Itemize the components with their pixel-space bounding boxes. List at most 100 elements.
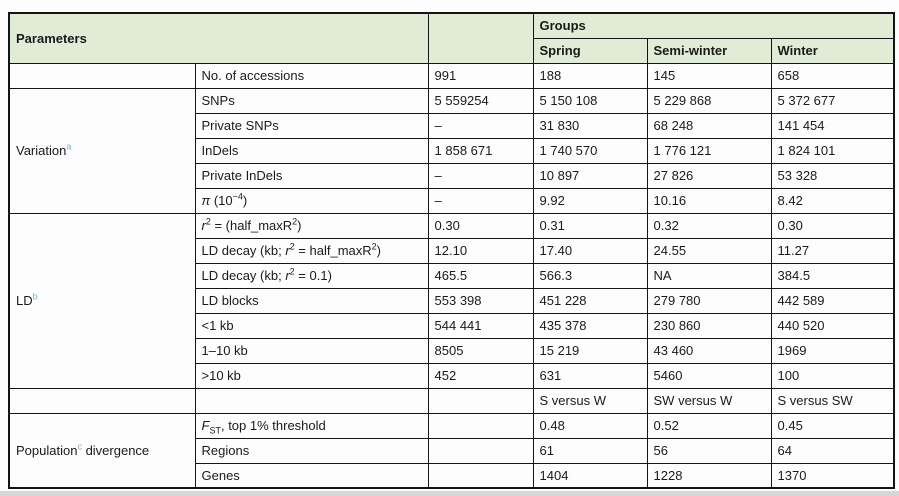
section-cell-empty [8, 62, 196, 89]
value-cell: 145 [646, 62, 772, 89]
value-cell: S versus SW [770, 387, 895, 414]
value-cell [427, 412, 534, 439]
value-cell: 544 441 [427, 312, 534, 339]
param-cell: 1–10 kb [194, 337, 429, 364]
param-cell: SNPs [194, 87, 429, 114]
value-cell: 1969 [770, 337, 895, 364]
value-cell [427, 437, 534, 464]
table-row: LD decay (kb; r2 = half_maxR2) 12.10 17.… [9, 237, 895, 264]
value-cell [427, 462, 534, 489]
value-cell: 0.30 [770, 212, 895, 239]
header-empty-cell [427, 12, 534, 64]
value-cell: 279 780 [646, 287, 772, 314]
table-row: No. of accessions 991 188 145 658 [8, 62, 895, 89]
value-cell: 43 460 [646, 337, 772, 364]
param-cell: Private InDels [194, 162, 429, 189]
column-header-winter: Winter [770, 37, 895, 64]
value-cell: 566.3 [532, 262, 648, 289]
value-cell: 1 776 121 [646, 137, 772, 164]
value-cell: 10 897 [532, 162, 648, 189]
value-cell: 0.30 [427, 212, 534, 239]
value-cell: 5 372 677 [770, 87, 895, 114]
param-cell: InDels [194, 137, 429, 164]
value-cell: 442 589 [770, 287, 895, 314]
column-header-semi-winter: Semi-winter [646, 37, 772, 64]
table-row: S versus W SW versus W S versus SW [8, 387, 895, 414]
value-cell: 8.42 [770, 187, 895, 214]
param-cell: FST, top 1% threshold [194, 412, 429, 439]
table-row: <1 kb 544 441 435 378 230 860 440 520 [9, 312, 895, 339]
value-cell: 553 398 [427, 287, 534, 314]
param-cell [194, 387, 429, 414]
value-cell: 440 520 [770, 312, 895, 339]
value-cell: 31 830 [532, 112, 648, 139]
value-cell: 435 378 [532, 312, 648, 339]
value-cell: 188 [532, 62, 648, 89]
value-cell: 465.5 [427, 262, 534, 289]
param-cell: <1 kb [194, 312, 429, 339]
value-cell: 1228 [646, 462, 772, 489]
param-cell: LD decay (kb; r2 = half_maxR2) [194, 237, 429, 264]
value-cell: 100 [770, 362, 895, 389]
value-cell: 0.45 [770, 412, 895, 439]
value-cell: 56 [646, 437, 772, 464]
section-cell-variation: Variationa [8, 87, 196, 214]
param-cell: π (10−4) [194, 187, 429, 214]
page-edge-strip [0, 491, 899, 496]
value-cell: 15 219 [532, 337, 648, 364]
value-cell: 991 [427, 62, 534, 89]
value-cell: 452 [427, 362, 534, 389]
column-header-spring: Spring [532, 37, 648, 64]
value-cell: 61 [532, 437, 648, 464]
value-cell: 5460 [646, 362, 772, 389]
value-cell: 1404 [532, 462, 648, 489]
value-cell: 451 228 [532, 287, 648, 314]
table-row: LDb r2 = (half_maxR2) 0.30 0.31 0.32 0.3… [8, 212, 895, 389]
value-cell: NA [646, 262, 772, 289]
value-cell: 230 860 [646, 312, 772, 339]
value-cell: 1370 [770, 462, 895, 489]
section-cell-ld: LDb [8, 212, 196, 389]
param-cell: Private SNPs [194, 112, 429, 139]
value-cell: 64 [770, 437, 895, 464]
section-cell-empty [8, 387, 196, 414]
header-row-columns: Spring Semi-winter Winter [9, 37, 895, 64]
value-cell: 631 [532, 362, 648, 389]
parameters-header: Parameters [8, 12, 429, 64]
param-cell: >10 kb [194, 362, 429, 389]
section-cell-population-divergence: Populationc divergence [8, 412, 196, 489]
value-cell: 0.31 [532, 212, 648, 239]
value-cell: 9.92 [532, 187, 648, 214]
groups-header: Groups [532, 12, 895, 39]
param-cell: No. of accessions [194, 62, 429, 89]
value-cell: 384.5 [770, 262, 895, 289]
value-cell: 68 248 [646, 112, 772, 139]
value-cell: – [427, 162, 534, 189]
value-cell: 24.55 [646, 237, 772, 264]
header-row-groups: Parameters Groups [8, 12, 895, 64]
value-cell: 10.16 [646, 187, 772, 214]
table-row: Genes 1404 1228 1370 [9, 462, 895, 489]
value-cell: 1 858 671 [427, 137, 534, 164]
table-row: 1–10 kb 8505 15 219 43 460 1969 [9, 337, 895, 364]
value-cell: – [427, 112, 534, 139]
value-cell: 0.32 [646, 212, 772, 239]
param-cell: LD blocks [194, 287, 429, 314]
param-cell: Regions [194, 437, 429, 464]
value-cell [427, 387, 534, 414]
value-cell: 5 150 108 [532, 87, 648, 114]
value-cell: 0.52 [646, 412, 772, 439]
param-cell: r2 = (half_maxR2) [194, 212, 429, 239]
value-cell: 1 824 101 [770, 137, 895, 164]
value-cell: 1 740 570 [532, 137, 648, 164]
value-cell: – [427, 187, 534, 214]
value-cell: 12.10 [427, 237, 534, 264]
value-cell: 27 826 [646, 162, 772, 189]
table-row: LD blocks 553 398 451 228 279 780 442 58… [9, 287, 895, 314]
value-cell: 53 328 [770, 162, 895, 189]
value-cell: 141 454 [770, 112, 895, 139]
value-cell: 17.40 [532, 237, 648, 264]
value-cell: S versus W [532, 387, 648, 414]
value-cell: 0.48 [532, 412, 648, 439]
